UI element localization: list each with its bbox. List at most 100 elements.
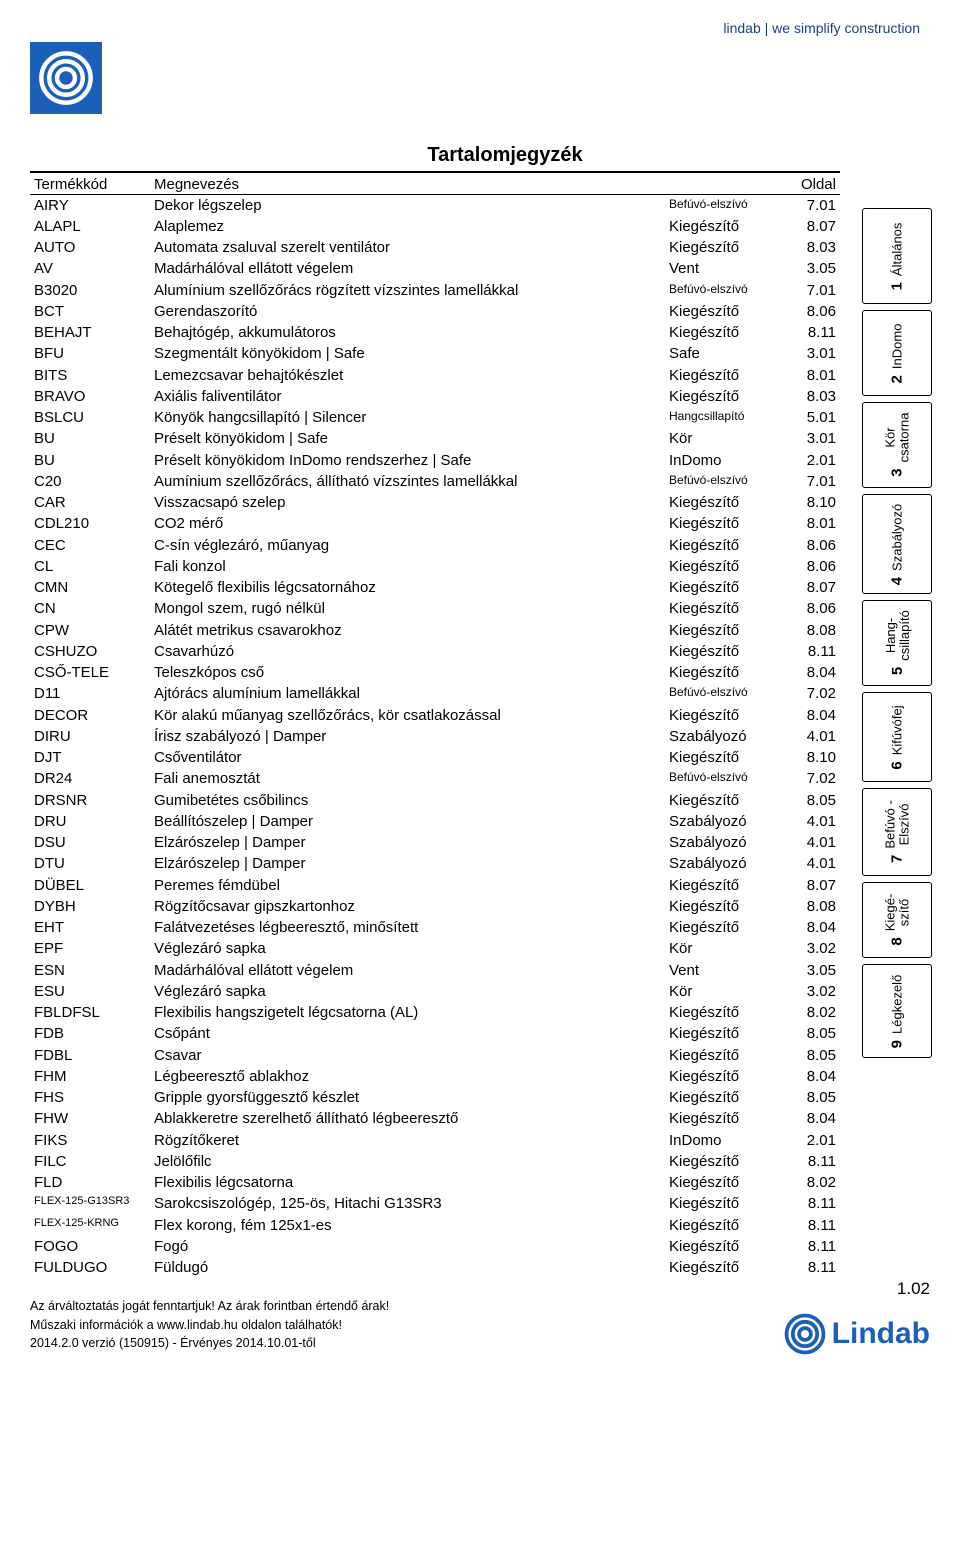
cell-category: Kiegészítő bbox=[665, 1151, 785, 1172]
cell-desc: Madárhálóval ellátott végelem bbox=[150, 259, 665, 280]
table-row: FLEX-125-KRNGFlex korong, fém 125x1-esKi… bbox=[30, 1215, 840, 1236]
cell-desc: Rögzítőcsavar gipszkartonhoz bbox=[150, 896, 665, 917]
cell-page: 8.01 bbox=[785, 365, 840, 386]
cell-page: 8.11 bbox=[785, 1258, 840, 1279]
table-row: FDBCsőpántKiegészítő8.05 bbox=[30, 1024, 840, 1045]
cell-page: 8.06 bbox=[785, 556, 840, 577]
cell-code: DECOR bbox=[30, 705, 150, 726]
table-row: BUPréselt könyökidom InDomo rendszerhez … bbox=[30, 450, 840, 471]
cell-category: Vent bbox=[665, 259, 785, 280]
table-row: DTUElzárószelep | DamperSzabályozó4.01 bbox=[30, 854, 840, 875]
cell-desc: Csavarhúzó bbox=[150, 641, 665, 662]
cell-page: 8.03 bbox=[785, 386, 840, 407]
table-row: B3020Alumínium szellőzőrács rögzített ví… bbox=[30, 280, 840, 301]
table-row: DJTCsőventilátorKiegészítő8.10 bbox=[30, 748, 840, 769]
cell-category: Kiegészítő bbox=[665, 493, 785, 514]
side-tab[interactable]: 8Kiegé-szítő bbox=[862, 882, 932, 958]
table-row: FIKSRögzítőkeretInDomo2.01 bbox=[30, 1130, 840, 1151]
cell-code: AV bbox=[30, 259, 150, 280]
cell-desc: Flex korong, fém 125x1-es bbox=[150, 1215, 665, 1236]
cell-desc: C-sín véglezáró, műanyag bbox=[150, 535, 665, 556]
cell-desc: Gerendaszorító bbox=[150, 301, 665, 322]
cell-page: 8.04 bbox=[785, 663, 840, 684]
table-row: ESNMadárhálóval ellátott végelemVent3.05 bbox=[30, 960, 840, 981]
cell-code: DRU bbox=[30, 811, 150, 832]
cell-code: FILC bbox=[30, 1151, 150, 1172]
cell-category: InDomo bbox=[665, 450, 785, 471]
footer-logo: Lindab bbox=[784, 1313, 930, 1355]
cell-page: 8.05 bbox=[785, 790, 840, 811]
cell-desc: Préselt könyökidom | Safe bbox=[150, 429, 665, 450]
tab-number: 4 bbox=[889, 576, 906, 584]
cell-code: ALAPL bbox=[30, 216, 150, 237]
cell-page: 8.02 bbox=[785, 1173, 840, 1194]
cell-code: EPF bbox=[30, 939, 150, 960]
tab-number: 5 bbox=[888, 667, 905, 675]
cell-category: Kiegészítő bbox=[665, 556, 785, 577]
side-tab[interactable]: 6Kifúvófej bbox=[862, 692, 932, 782]
side-tab[interactable]: 3Körcsatorna bbox=[862, 402, 932, 488]
cell-page: 8.07 bbox=[785, 875, 840, 896]
cell-desc: Írisz szabályozó | Damper bbox=[150, 726, 665, 747]
cell-category: Szabályozó bbox=[665, 833, 785, 854]
cell-page: 8.11 bbox=[785, 1151, 840, 1172]
table-row: CMNKötegelő flexibilis légcsatornáhozKie… bbox=[30, 578, 840, 599]
cell-page: 3.01 bbox=[785, 344, 840, 365]
cell-code: EHT bbox=[30, 918, 150, 939]
table-row: DRUBeállítószelep | DamperSzabályozó4.01 bbox=[30, 811, 840, 832]
tab-number: 9 bbox=[889, 1039, 906, 1047]
cell-page: 5.01 bbox=[785, 408, 840, 429]
cell-desc: Beállítószelep | Damper bbox=[150, 811, 665, 832]
cell-desc: Könyök hangcsillapító | Silencer bbox=[150, 408, 665, 429]
cell-page: 8.11 bbox=[785, 323, 840, 344]
brand-logo-icon bbox=[30, 42, 102, 114]
cell-code: DR24 bbox=[30, 769, 150, 790]
cell-category: Kiegészítő bbox=[665, 365, 785, 386]
cell-desc: Csőventilátor bbox=[150, 748, 665, 769]
cell-code: FULDUGO bbox=[30, 1258, 150, 1279]
cell-code: FLEX-125-G13SR3 bbox=[30, 1194, 150, 1215]
cell-category: Kiegészítő bbox=[665, 301, 785, 322]
cell-page: 7.02 bbox=[785, 684, 840, 705]
cell-page: 8.03 bbox=[785, 238, 840, 259]
cell-desc: Kör alakú műanyag szellőzőrács, kör csat… bbox=[150, 705, 665, 726]
cell-code: DIRU bbox=[30, 726, 150, 747]
cell-desc: Préselt könyökidom InDomo rendszerhez | … bbox=[150, 450, 665, 471]
table-row: FHMLégbeeresztő ablakhozKiegészítő8.04 bbox=[30, 1066, 840, 1087]
cell-desc: Axiális faliventilátor bbox=[150, 386, 665, 407]
side-tab[interactable]: 1Általános bbox=[862, 208, 932, 304]
side-tab[interactable]: 9Légkezelő bbox=[862, 964, 932, 1058]
table-row: ESUVéglezáró sapkaKör3.02 bbox=[30, 981, 840, 1002]
cell-category: Vent bbox=[665, 960, 785, 981]
cell-page: 4.01 bbox=[785, 811, 840, 832]
table-row: FULDUGOFüldugóKiegészítő8.11 bbox=[30, 1258, 840, 1279]
table-row: EPFVéglezáró sapkaKör3.02 bbox=[30, 939, 840, 960]
table-row: FBLDFSLFlexibilis hangszigetelt légcsato… bbox=[30, 1003, 840, 1024]
side-tab[interactable]: 5Hang-csillapító bbox=[862, 600, 932, 686]
cell-page: 8.06 bbox=[785, 599, 840, 620]
cell-category: Kiegészítő bbox=[665, 918, 785, 939]
side-tab[interactable]: 2InDomo bbox=[862, 310, 932, 396]
cell-desc: Aumínium szellőzőrács, állítható vízszin… bbox=[150, 471, 665, 492]
cell-desc: Fali konzol bbox=[150, 556, 665, 577]
cell-category: Kiegészítő bbox=[665, 1215, 785, 1236]
cell-category: Kiegészítő bbox=[665, 1024, 785, 1045]
cell-desc: Légbeeresztő ablakhoz bbox=[150, 1066, 665, 1087]
cell-category: Szabályozó bbox=[665, 726, 785, 747]
side-tab[interactable]: 4Szabályozó bbox=[862, 494, 932, 594]
cell-category: Kör bbox=[665, 939, 785, 960]
col-code: Termékkód bbox=[30, 175, 150, 195]
cell-code: DTU bbox=[30, 854, 150, 875]
side-tab[interactable]: 7Befúvó -Elszívó bbox=[862, 788, 932, 876]
cell-desc: Rögzítőkeret bbox=[150, 1130, 665, 1151]
cell-desc: Mongol szem, rugó nélkül bbox=[150, 599, 665, 620]
table-row: DSUElzárószelep | DamperSzabályozó4.01 bbox=[30, 833, 840, 854]
cell-code: DSU bbox=[30, 833, 150, 854]
cell-code: FBLDFSL bbox=[30, 1003, 150, 1024]
cell-code: FOGO bbox=[30, 1236, 150, 1257]
cell-desc: Csavar bbox=[150, 1045, 665, 1066]
cell-code: BFU bbox=[30, 344, 150, 365]
table-row: DYBHRögzítőcsavar gipszkartonhozKiegészí… bbox=[30, 896, 840, 917]
cell-category: Szabályozó bbox=[665, 811, 785, 832]
cell-category: Kiegészítő bbox=[665, 599, 785, 620]
